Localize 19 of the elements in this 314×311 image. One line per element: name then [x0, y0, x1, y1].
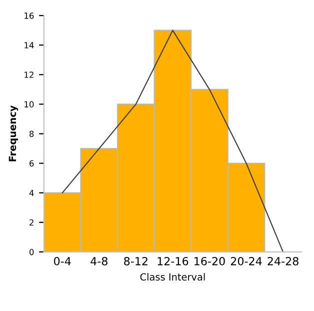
y-axis-title: Frequency — [8, 105, 18, 162]
x-tick-label: 8-12 — [124, 256, 148, 266]
line-series — [62, 30, 284, 252]
y-tick-label: 4 — [29, 190, 34, 196]
y-tick-label: 16 — [24, 12, 34, 19]
y-tick-label: 10 — [24, 101, 34, 108]
x-tick-label: 0-4 — [54, 256, 71, 266]
y-tick-label: 6 — [30, 160, 34, 167]
x-axis-title: Class Interval — [140, 273, 205, 281]
x-tick-label: 12-16 — [158, 256, 188, 266]
y-tick-label: 0 — [29, 248, 34, 256]
x-tick-label: 24-28 — [268, 256, 298, 266]
y-tick-label: 2 — [30, 219, 34, 226]
y-tick-label: 8 — [30, 130, 34, 138]
x-tick-label: 4-8 — [90, 256, 108, 266]
y-tick-label: 14 — [24, 42, 34, 48]
x-tick-label: 16-20 — [194, 256, 225, 266]
y-tick-label: 12 — [24, 72, 34, 78]
x-tick-label: 20-24 — [230, 256, 262, 266]
